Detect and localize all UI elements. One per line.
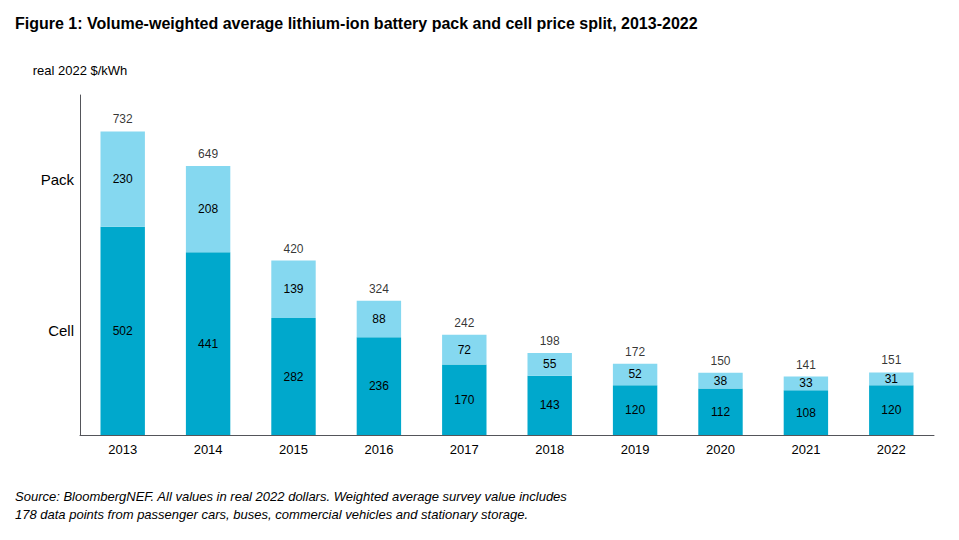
svg-text:141: 141 — [796, 358, 816, 372]
svg-text:2018: 2018 — [535, 442, 564, 457]
svg-text:2020: 2020 — [706, 442, 735, 457]
svg-text:2014: 2014 — [194, 442, 223, 457]
svg-text:732: 732 — [113, 112, 133, 126]
svg-text:2015: 2015 — [279, 442, 308, 457]
svg-text:Figure 1: Volume-weighted aver: Figure 1: Volume-weighted average lithiu… — [15, 15, 698, 32]
svg-text:real 2022 $/kWh: real 2022 $/kWh — [33, 63, 128, 78]
svg-text:38: 38 — [714, 374, 728, 388]
svg-text:Pack: Pack — [41, 171, 75, 188]
svg-text:52: 52 — [628, 367, 642, 381]
svg-text:112: 112 — [711, 405, 730, 419]
svg-text:649: 649 — [198, 147, 218, 161]
svg-text:2021: 2021 — [791, 442, 820, 457]
svg-text:2022: 2022 — [877, 442, 906, 457]
svg-text:178 data points from passenger: 178 data points from passenger cars, bus… — [15, 507, 528, 522]
svg-text:88: 88 — [372, 312, 386, 326]
svg-text:420: 420 — [283, 242, 303, 256]
svg-text:172: 172 — [625, 345, 645, 359]
svg-text:31: 31 — [885, 372, 899, 386]
svg-text:230: 230 — [113, 172, 133, 186]
svg-text:2013: 2013 — [108, 442, 137, 457]
svg-text:33: 33 — [799, 376, 813, 390]
svg-text:242: 242 — [454, 316, 474, 330]
svg-text:170: 170 — [454, 393, 474, 407]
svg-text:143: 143 — [540, 398, 560, 412]
svg-text:282: 282 — [283, 370, 303, 384]
svg-text:2019: 2019 — [621, 442, 650, 457]
svg-text:2016: 2016 — [364, 442, 393, 457]
svg-text:120: 120 — [625, 403, 645, 417]
svg-text:55: 55 — [543, 357, 557, 371]
svg-text:72: 72 — [458, 343, 472, 357]
svg-text:139: 139 — [283, 282, 303, 296]
svg-text:441: 441 — [198, 337, 218, 351]
svg-text:2017: 2017 — [450, 442, 479, 457]
svg-text:150: 150 — [710, 354, 730, 368]
svg-text:502: 502 — [113, 324, 133, 338]
svg-text:120: 120 — [881, 403, 901, 417]
svg-text:Cell: Cell — [48, 322, 74, 339]
svg-text:198: 198 — [540, 334, 560, 348]
svg-text:324: 324 — [369, 282, 389, 296]
svg-text:108: 108 — [796, 406, 816, 420]
svg-text:208: 208 — [198, 202, 218, 216]
svg-text:Source: BloombergNEF. All valu: Source: BloombergNEF. All values in real… — [15, 489, 567, 504]
svg-text:236: 236 — [369, 379, 389, 393]
svg-text:151: 151 — [881, 353, 901, 367]
